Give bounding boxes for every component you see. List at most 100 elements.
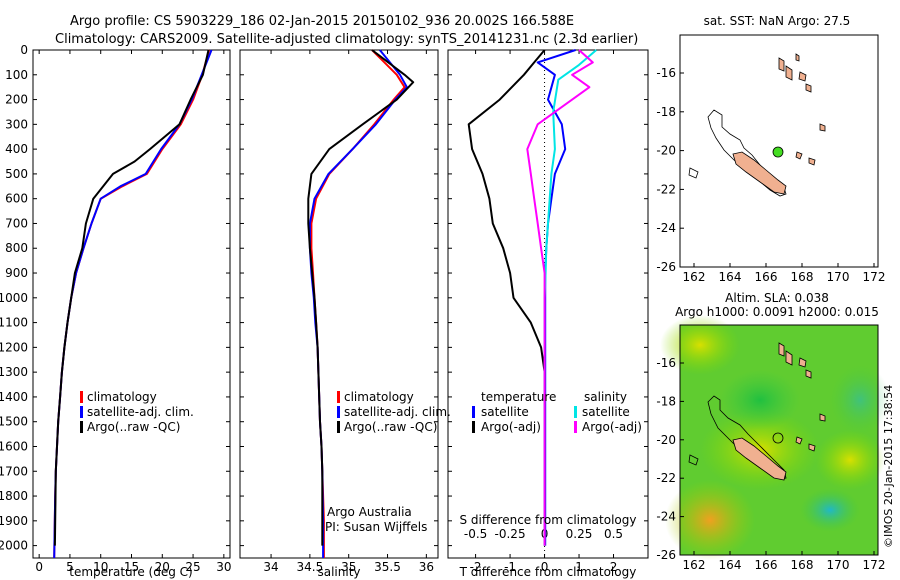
coast-outline: [707, 395, 787, 480]
sst-map-title: sat. SST: NaN Argo: 27.5: [704, 14, 851, 28]
x-tick-label: 20: [155, 560, 170, 574]
map-x-tick-label: 168: [791, 270, 814, 284]
sla-map-coast: [688, 395, 787, 480]
legend-label-sal-satellite: satellite: [582, 405, 630, 419]
vanuatu-island: [805, 83, 812, 93]
argo-float-marker: [772, 432, 784, 444]
temperature-panel: [32, 49, 231, 559]
legend-label-satellite: satellite-adj. clim.: [87, 405, 194, 419]
x-tick-label: 34.5: [297, 560, 324, 574]
credit-line2: PI: Susan Wijffels: [325, 520, 427, 534]
difference-xlabel: T difference from climatology: [459, 565, 637, 579]
legend-swatch-argo: [337, 421, 340, 433]
depth-tick-label: 600: [5, 192, 28, 206]
new-caledonia: [732, 151, 787, 195]
depth-tick-label: 1700: [0, 464, 28, 478]
legend-label-argo: Argo(..raw -QC): [87, 420, 180, 434]
loyalty-island: [795, 151, 803, 160]
depth-tick-label: 1200: [0, 340, 28, 354]
sst-map-land: [732, 53, 826, 195]
vanuatu-island: [819, 123, 826, 132]
temperature-xlabel: temperature (deg C): [69, 565, 192, 579]
series-line: [310, 49, 406, 558]
map-x-tick-label: 170: [827, 270, 850, 284]
legend-label-climatology: climatology: [344, 390, 414, 404]
depth-axis: 0 100 200 300 400 500 600 700 800 900 1000 1100 1200…: [0, 43, 648, 553]
series-line: [53, 49, 211, 559]
legend-swatch-temp-argo: [472, 421, 475, 433]
top-x-tick-label: 0.5: [604, 527, 623, 541]
legend-swatch-temp-satellite: [472, 406, 475, 418]
legend-swatch-satellite: [80, 406, 83, 418]
vanuatu-island: [785, 350, 793, 366]
map-axes: 162 164 166 168 170 172 -16 -18 -20 -22 -24 -26 162 1…: [656, 66, 885, 572]
depth-tick-label: 200: [5, 93, 28, 107]
loyalty-island: [795, 436, 803, 445]
difference-top-xlabel: S difference from climatology: [460, 513, 637, 527]
legend-label-climatology: climatology: [87, 390, 157, 404]
map-y-tick-label: -16: [656, 66, 676, 80]
top-x-tick-label: 0.25: [566, 527, 593, 541]
argo-float-marker: [772, 146, 784, 158]
vanuatu-island: [785, 65, 793, 81]
vanuatu-island: [778, 342, 785, 357]
legend-label-argo: Argo(..raw -QC): [344, 420, 437, 434]
top-x-tick-label: -0.25: [495, 527, 526, 541]
map-y-tick-label: -22: [656, 182, 676, 196]
x-tick-label: 10: [93, 560, 108, 574]
depth-tick-label: 900: [5, 266, 28, 280]
legend-heading-temperature: temperature: [481, 390, 556, 404]
series-line: [308, 49, 408, 558]
imos-stamp-text: ©IMOS 20-Jan-2015 17:38:54: [882, 385, 895, 548]
vanuatu-island: [778, 57, 785, 72]
sla-blob: [665, 480, 755, 560]
legend-swatch-argo: [80, 421, 83, 433]
map-x-tick-label: 164: [719, 558, 742, 572]
map-y-tick-label: -26: [656, 548, 676, 562]
legend-label-sal-argo: Argo(-adj): [582, 420, 642, 434]
map-x-tick-label: 166: [755, 270, 778, 284]
new-caledonia: [732, 437, 787, 481]
legend-label-temp-satellite: satellite: [481, 405, 529, 419]
series-line: [536, 49, 576, 546]
coast-outline: [688, 167, 699, 179]
x-tick-label: 15: [124, 560, 139, 574]
x-tick-label: 36: [419, 560, 434, 574]
map-x-tick-label: 164: [719, 270, 742, 284]
depth-tick-label: 1900: [0, 514, 28, 528]
x-tick-label: 30: [216, 560, 231, 574]
sla-map-title: Altim. SLA: 0.038: [725, 291, 829, 305]
map-y-tick-label: -22: [656, 471, 676, 485]
depth-tick-label: 1800: [0, 489, 28, 503]
depth-tick-label: 1100: [0, 316, 28, 330]
coast-outline: [688, 454, 699, 466]
legend-swatch-climatology: [80, 391, 83, 403]
sla-map-land: [732, 342, 826, 481]
depth-tick-label: 1000: [0, 291, 28, 305]
loyalty-island: [808, 443, 816, 452]
depth-tick-label: 2000: [0, 539, 28, 553]
map-x-tick-label: 172: [863, 270, 886, 284]
depth-tick-label: 0: [20, 43, 28, 57]
map-x-tick-label: 162: [683, 270, 706, 284]
legend-swatch-climatology: [337, 391, 340, 403]
legend-label-temp-argo: Argo(-adj): [481, 420, 541, 434]
loyalty-island: [808, 157, 816, 166]
map-x-tick-label: 162: [683, 558, 706, 572]
depth-tick-label: 100: [5, 68, 28, 82]
depth-tick-label: 1500: [0, 415, 28, 429]
map-y-tick-label: -26: [656, 260, 676, 274]
vanuatu-island: [819, 413, 826, 422]
difference-legend: temperature salinity satellite satellite…: [472, 390, 642, 434]
top-x-tick-label: -0.5: [464, 527, 487, 541]
depth-tick-label: 1300: [0, 365, 28, 379]
map-x-tick-label: 168: [791, 558, 814, 572]
sla-map-subtitle: Argo h1000: 0.0091 h2000: 0.015: [675, 305, 879, 319]
series-line: [467, 49, 546, 546]
depth-tick-label: 400: [5, 142, 28, 156]
map-y-tick-label: -18: [656, 394, 676, 408]
depth-tick-label: 300: [5, 117, 28, 131]
sla-blob: [830, 365, 890, 435]
x-tick-label: -2: [470, 560, 482, 574]
